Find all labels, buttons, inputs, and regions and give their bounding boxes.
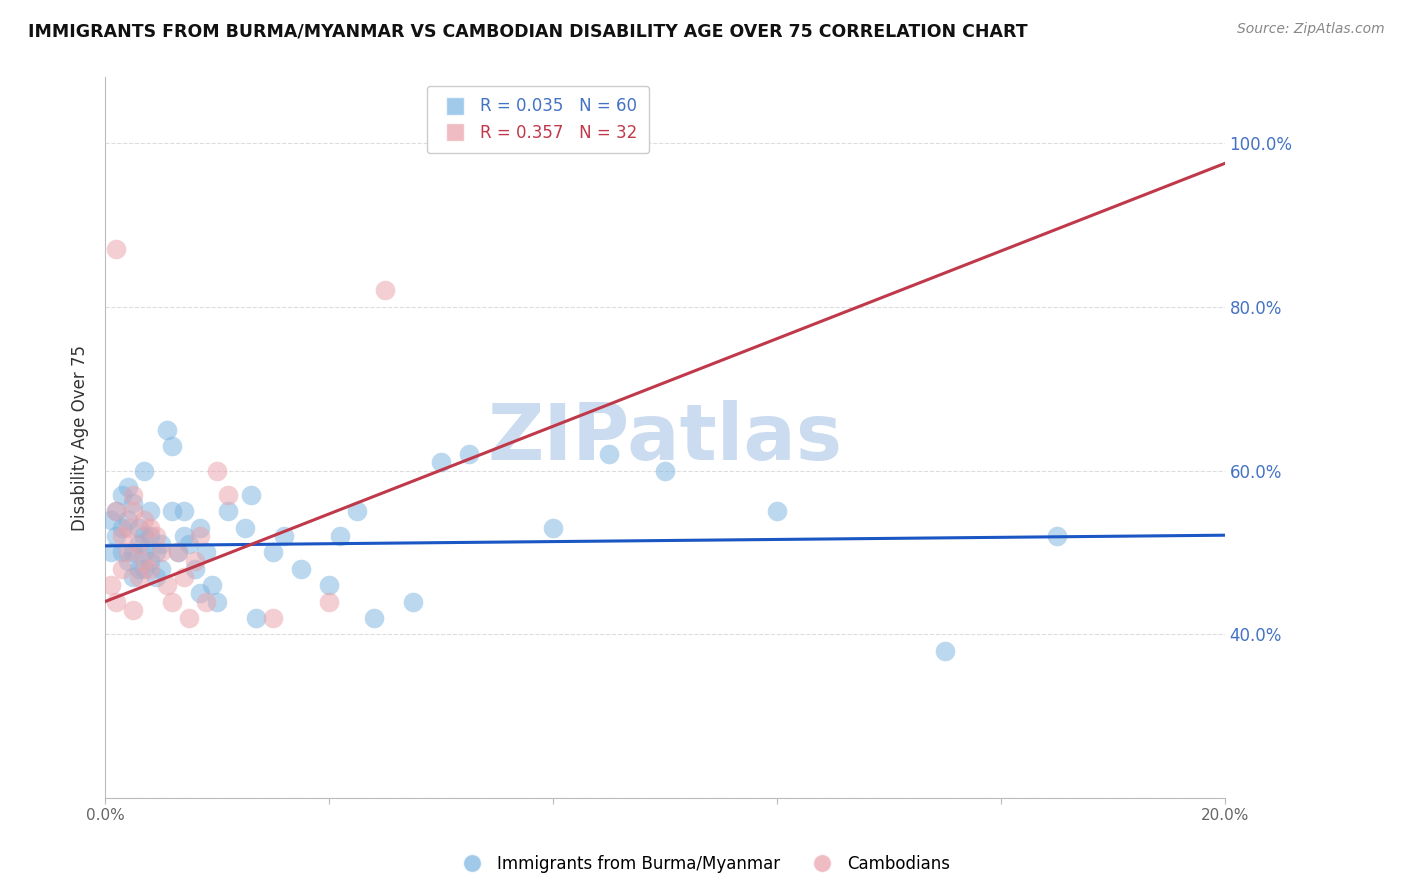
Point [162, 594, 184, 608]
Point [239, 488, 262, 502]
Point [346, 504, 368, 518]
Point [139, 521, 162, 535]
Point [122, 504, 145, 518]
Point [167, 545, 190, 559]
Point [122, 488, 145, 502]
Point [128, 537, 150, 551]
Point [458, 447, 481, 461]
Point [200, 578, 222, 592]
Point [134, 463, 156, 477]
Point [318, 594, 340, 608]
Point [205, 594, 228, 608]
Point [194, 594, 217, 608]
Point [329, 529, 352, 543]
Point [139, 529, 162, 543]
Point [128, 537, 150, 551]
Point [145, 529, 167, 543]
Point [139, 504, 162, 518]
Point [150, 545, 173, 559]
Point [105, 243, 128, 257]
Point [402, 594, 425, 608]
Legend: R = 0.035   N = 60, R = 0.357   N = 32: R = 0.035 N = 60, R = 0.357 N = 32 [427, 86, 650, 153]
Point [262, 545, 284, 559]
Point [156, 578, 179, 592]
Point [134, 545, 156, 559]
Point [233, 521, 256, 535]
Point [128, 570, 150, 584]
Point [117, 521, 139, 535]
Point [111, 488, 134, 502]
Point [190, 521, 212, 535]
Point [541, 521, 564, 535]
Point [363, 611, 385, 625]
Point [128, 521, 150, 535]
Text: IMMIGRANTS FROM BURMA/MYANMAR VS CAMBODIAN DISABILITY AGE OVER 75 CORRELATION CH: IMMIGRANTS FROM BURMA/MYANMAR VS CAMBODI… [28, 22, 1028, 40]
Point [173, 529, 195, 543]
Point [134, 513, 156, 527]
Point [184, 553, 207, 567]
Point [111, 529, 134, 543]
Point [150, 562, 173, 576]
Point [105, 504, 128, 518]
Text: Source: ZipAtlas.com: Source: ZipAtlas.com [1237, 22, 1385, 37]
Point [156, 423, 179, 437]
Point [173, 504, 195, 518]
Point [430, 455, 453, 469]
Point [122, 570, 145, 584]
Point [117, 545, 139, 559]
Point [262, 611, 284, 625]
Point [134, 562, 156, 576]
Point [179, 537, 201, 551]
Point [245, 611, 267, 625]
Point [598, 447, 620, 461]
Point [117, 513, 139, 527]
Point [190, 586, 212, 600]
Point [139, 562, 162, 576]
Point [122, 496, 145, 510]
Point [162, 504, 184, 518]
Point [100, 545, 122, 559]
Point [290, 562, 312, 576]
Point [100, 578, 122, 592]
Point [184, 562, 207, 576]
Point [117, 480, 139, 494]
Point [1046, 529, 1069, 543]
Point [105, 504, 128, 518]
Point [167, 545, 190, 559]
Text: ZIPatlas: ZIPatlas [488, 400, 842, 475]
Point [173, 570, 195, 584]
Y-axis label: Disability Age Over 75: Disability Age Over 75 [72, 344, 89, 531]
Point [194, 545, 217, 559]
Point [134, 553, 156, 567]
Point [934, 643, 956, 657]
Point [117, 553, 139, 567]
Point [145, 570, 167, 584]
Point [122, 545, 145, 559]
Point [111, 521, 134, 535]
Point [111, 545, 134, 559]
Point [273, 529, 295, 543]
Point [105, 594, 128, 608]
Point [111, 562, 134, 576]
Point [374, 284, 396, 298]
Legend: Immigrants from Burma/Myanmar, Cambodians: Immigrants from Burma/Myanmar, Cambodian… [449, 848, 957, 880]
Point [134, 529, 156, 543]
Point [318, 578, 340, 592]
Point [190, 529, 212, 543]
Point [105, 529, 128, 543]
Point [766, 504, 789, 518]
Point [654, 463, 676, 477]
Point [217, 504, 239, 518]
Point [128, 562, 150, 576]
Point [179, 611, 201, 625]
Point [122, 603, 145, 617]
Point [100, 513, 122, 527]
Point [145, 545, 167, 559]
Point [162, 439, 184, 453]
Point [205, 463, 228, 477]
Point [217, 488, 239, 502]
Point [150, 537, 173, 551]
Point [139, 553, 162, 567]
